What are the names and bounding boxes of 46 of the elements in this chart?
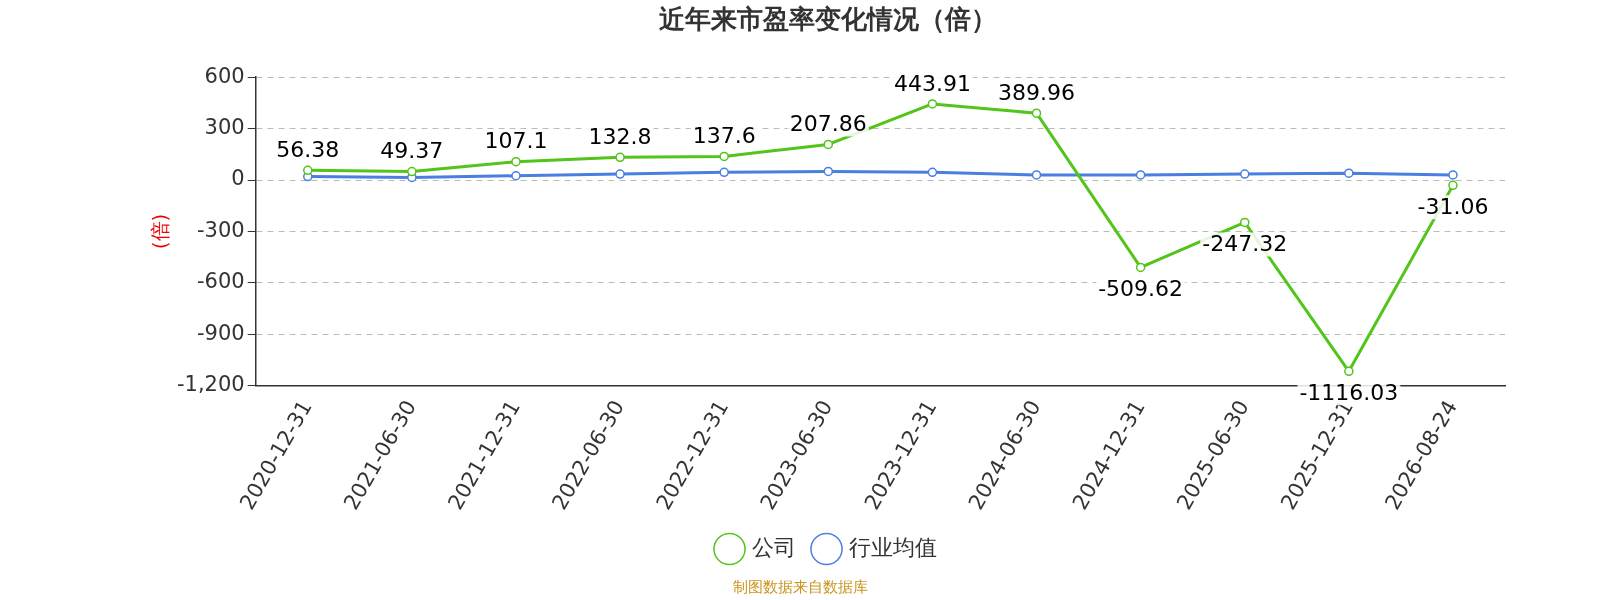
- point: [719, 167, 729, 178]
- data-label: 443.91: [893, 70, 971, 96]
- point: [927, 99, 938, 109]
- point: [927, 167, 938, 178]
- y-tick-label: -600: [197, 269, 245, 294]
- data-label: 132.8: [588, 123, 652, 149]
- point: [1448, 170, 1458, 180]
- data-label: 107.1: [484, 128, 548, 154]
- point: [719, 151, 729, 162]
- y-tick-label: -900: [197, 320, 245, 345]
- point: [1135, 170, 1146, 180]
- point: [1135, 262, 1146, 273]
- point: [1239, 169, 1250, 179]
- point: [615, 152, 625, 163]
- data-label: 389.96: [998, 79, 1075, 105]
- data-label: -1116.03: [1299, 380, 1399, 406]
- point: [1239, 217, 1250, 228]
- point: [511, 171, 521, 181]
- data-label: 56.38: [276, 137, 340, 163]
- point: [303, 165, 313, 176]
- point: [407, 166, 417, 177]
- data-label: -509.62: [1098, 276, 1184, 302]
- y-tick-label: 600: [204, 63, 245, 88]
- point: [615, 169, 625, 179]
- y-tick-label: -300: [197, 217, 245, 242]
- point: [511, 156, 521, 167]
- data-label: 207.86: [789, 111, 867, 137]
- legend-label: 公司: [751, 534, 796, 560]
- data-label: 49.37: [380, 138, 444, 164]
- data-label: 137.6: [692, 123, 756, 149]
- text: 制图数据来自数据库: [732, 578, 868, 597]
- point: [1344, 366, 1354, 377]
- point: [1448, 180, 1458, 191]
- data-label: -247.32: [1202, 231, 1288, 257]
- y-tick-label: 0: [231, 166, 245, 191]
- y-tick-label: 300: [204, 115, 245, 140]
- y-axis-title: (倍): [148, 213, 173, 250]
- legend-label: 行业均值: [848, 534, 937, 560]
- y-tick-label: -1,200: [176, 372, 245, 397]
- point: [823, 166, 834, 177]
- chart-title: 近年来市盈率变化情况（倍）: [658, 4, 997, 35]
- point: [1344, 168, 1354, 178]
- point: [823, 139, 834, 150]
- point: [1031, 170, 1042, 180]
- point: [1031, 108, 1042, 118]
- data-label: -31.06: [1417, 194, 1489, 220]
